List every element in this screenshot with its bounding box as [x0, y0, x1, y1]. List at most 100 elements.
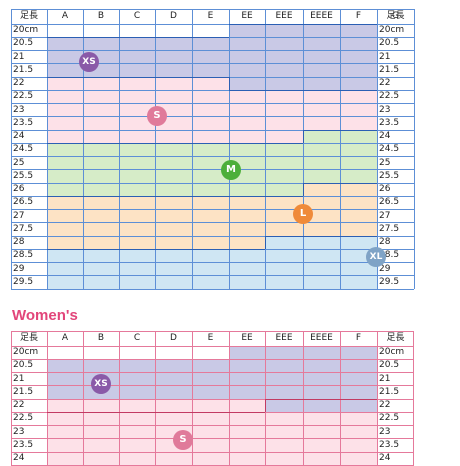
length-label: 26.5: [379, 197, 400, 208]
grid-vline: [155, 9, 156, 289]
length-label: 27.5: [379, 223, 400, 234]
length-label: 25.5: [13, 170, 34, 181]
length-label: 23.5: [379, 117, 400, 128]
length-label: 21: [13, 51, 25, 62]
mens-size-table: 足長 A B C D E EE EEE EEEE F G 足長 20cm 20cm 20.5 20.5 21 2…: [11, 9, 415, 290]
size-boundary: [47, 142, 303, 144]
grid-hline: [11, 50, 414, 51]
grid-vline: [303, 9, 304, 289]
length-label: 24: [13, 131, 25, 141]
grid-vline: [229, 331, 230, 465]
width-header: EE: [241, 11, 253, 21]
grid-vline: [155, 331, 156, 465]
header-corner-left: 足長: [19, 11, 38, 21]
length-label: 26.5: [13, 197, 34, 208]
grid-vline: [413, 331, 414, 465]
size-boundary: [303, 129, 304, 143]
grid-vline: [119, 331, 120, 465]
length-label: 21.5: [379, 64, 400, 75]
grid-vline: [265, 9, 266, 289]
length-label: 28: [13, 237, 25, 247]
length-label: 28.5: [379, 250, 400, 261]
size-badge-xl: XL: [366, 247, 386, 267]
width-header: A: [61, 333, 69, 343]
womens-size-table: 足長 A B C D E EE EEE EEEE F 足長 20cm 20cm 20.5 20.5 21 21…: [11, 331, 414, 466]
width-header: B: [97, 333, 105, 343]
length-label: 20.5: [379, 38, 400, 49]
length-label: 24: [379, 453, 391, 463]
grid-vline: [47, 9, 48, 289]
length-label: 23.5: [379, 439, 400, 450]
length-label: 26: [379, 184, 391, 194]
band-s: [47, 76, 229, 90]
grid-vline: [192, 331, 193, 465]
width-header: G: [392, 11, 399, 21]
length-label: 21.5: [13, 386, 34, 397]
grid-vline: [229, 9, 230, 289]
size-boundary: [47, 76, 229, 78]
womens-section-title: Women's: [12, 307, 78, 324]
length-label: 20cm: [379, 347, 405, 357]
size-boundary: [229, 89, 377, 91]
grid-hline: [11, 116, 414, 118]
grid-vline: [11, 9, 12, 289]
header-corner-left: 足長: [19, 333, 38, 343]
length-label: 27: [13, 210, 25, 221]
size-boundary: [229, 23, 377, 25]
header-corner-right: 足長: [386, 11, 405, 21]
width-header: E: [207, 333, 214, 343]
length-label: 23.5: [13, 117, 34, 128]
width-header: EEEE: [310, 11, 333, 21]
grid-hline: [11, 103, 414, 104]
size-boundary: [303, 129, 377, 131]
grid-hline: [11, 262, 414, 263]
length-label: 22: [379, 78, 391, 88]
band-xl: [47, 248, 377, 289]
length-label: 24.5: [379, 144, 400, 155]
length-label: 23: [13, 426, 25, 437]
length-label: 25: [379, 157, 391, 168]
grid-vline: [119, 9, 120, 289]
grid-vline: [303, 331, 304, 465]
length-label: 29.5: [13, 276, 34, 287]
length-label: 21: [379, 373, 391, 384]
grid-vline: [47, 331, 48, 465]
grid-vline: [340, 9, 341, 289]
grid-hline: [11, 345, 414, 347]
grid-hline: [11, 23, 414, 25]
size-boundary: [265, 235, 377, 237]
grid-hline: [11, 358, 414, 360]
grid-hline: [11, 425, 414, 426]
band-s: [47, 398, 265, 412]
size-boundary: [303, 182, 304, 196]
length-label: 22: [379, 400, 391, 410]
width-header: EEE: [275, 11, 293, 21]
grid-hline: [11, 89, 414, 91]
length-label: 20.5: [13, 38, 34, 49]
grid-hline: [11, 9, 414, 10]
length-label: 22: [13, 400, 25, 410]
grid-hline: [11, 182, 414, 184]
size-boundary: [47, 195, 303, 197]
length-label: 24: [379, 131, 391, 141]
width-header: C: [133, 11, 141, 21]
grid-vline: [83, 331, 84, 465]
grid-hline: [11, 63, 414, 65]
length-label: 29: [379, 263, 391, 274]
grid-hline: [11, 235, 414, 237]
length-label: 22.5: [379, 91, 400, 102]
size-boundary: [303, 182, 377, 184]
size-badge-s: S: [147, 106, 167, 126]
length-label: 22.5: [13, 91, 34, 102]
size-boundary: [229, 76, 230, 90]
width-header: EEE: [275, 333, 293, 343]
length-label: 20.5: [379, 360, 400, 371]
width-header: D: [170, 11, 177, 21]
size-badge-s: S: [173, 430, 193, 450]
width-header: C: [133, 333, 141, 343]
length-label: 29.5: [379, 276, 400, 287]
length-label: 23: [379, 426, 391, 437]
length-label: 27: [379, 210, 391, 221]
width-header: EEEE: [310, 333, 333, 343]
width-header: A: [61, 11, 69, 21]
